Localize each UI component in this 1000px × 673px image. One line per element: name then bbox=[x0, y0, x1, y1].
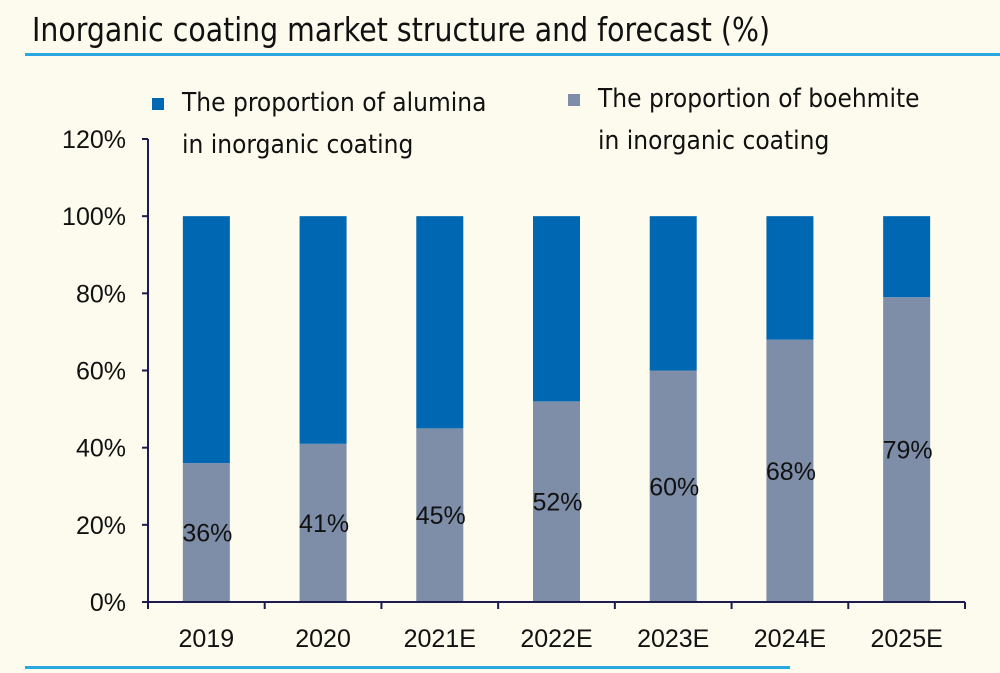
legend-line: in inorganic coating bbox=[182, 130, 414, 160]
bar-segment-alumina bbox=[883, 216, 931, 298]
x-tick-label: 2023E bbox=[637, 625, 709, 653]
x-tick-label: 2025E bbox=[870, 625, 942, 653]
bar-segment-boehmite bbox=[883, 297, 931, 602]
data-label: 60% bbox=[649, 473, 699, 501]
y-tick-label: 100% bbox=[62, 203, 126, 231]
data-label: 68% bbox=[766, 458, 816, 486]
bar-segment-boehmite bbox=[299, 443, 347, 602]
y-tick-label: 120% bbox=[62, 126, 126, 154]
bar-segment-boehmite bbox=[766, 339, 814, 602]
bar-segment-alumina bbox=[416, 216, 464, 429]
bar-segment-alumina bbox=[649, 216, 697, 371]
data-label: 52% bbox=[532, 489, 582, 517]
chart-title: Inorganic coating market structure and f… bbox=[32, 10, 771, 49]
y-tick-label: 0% bbox=[90, 589, 126, 617]
bar-segment-alumina bbox=[766, 216, 814, 340]
bar-segment-boehmite bbox=[533, 401, 580, 602]
legend-line: The proportion of alumina bbox=[182, 88, 487, 118]
bar-segment-alumina bbox=[533, 216, 580, 402]
x-tick-label: 2019 bbox=[179, 625, 235, 653]
bar-segment-boehmite bbox=[649, 370, 697, 602]
bar-segment-alumina bbox=[299, 216, 347, 444]
x-tick-label: 2021E bbox=[404, 625, 476, 653]
data-label: 79% bbox=[883, 437, 933, 465]
legend-text-boehmite: The proportion of boehmite in inorganic … bbox=[598, 78, 920, 162]
data-label: 41% bbox=[299, 510, 349, 538]
bottom-rule bbox=[25, 666, 790, 669]
legend-line: in inorganic coating bbox=[598, 126, 830, 156]
title-underline bbox=[25, 53, 1000, 56]
data-label: 36% bbox=[182, 520, 232, 548]
x-tick-label: 2022E bbox=[520, 625, 592, 653]
legend-text-alumina: The proportion of alumina in inorganic c… bbox=[182, 82, 486, 166]
y-tick-label: 60% bbox=[76, 358, 126, 386]
legend-swatch-alumina bbox=[152, 98, 164, 110]
data-label: 45% bbox=[416, 502, 466, 530]
legend-line: The proportion of boehmite bbox=[598, 84, 920, 114]
x-tick-label: 2020 bbox=[295, 625, 351, 653]
bar-segment-boehmite bbox=[416, 428, 464, 602]
bar-segment-alumina bbox=[182, 216, 230, 464]
y-tick-label: 20% bbox=[76, 512, 126, 540]
y-tick-label: 40% bbox=[76, 435, 126, 463]
bar-segment-boehmite bbox=[182, 463, 230, 602]
x-tick-label: 2024E bbox=[754, 625, 826, 653]
legend-swatch-boehmite bbox=[568, 94, 580, 106]
y-tick-label: 80% bbox=[76, 280, 126, 308]
